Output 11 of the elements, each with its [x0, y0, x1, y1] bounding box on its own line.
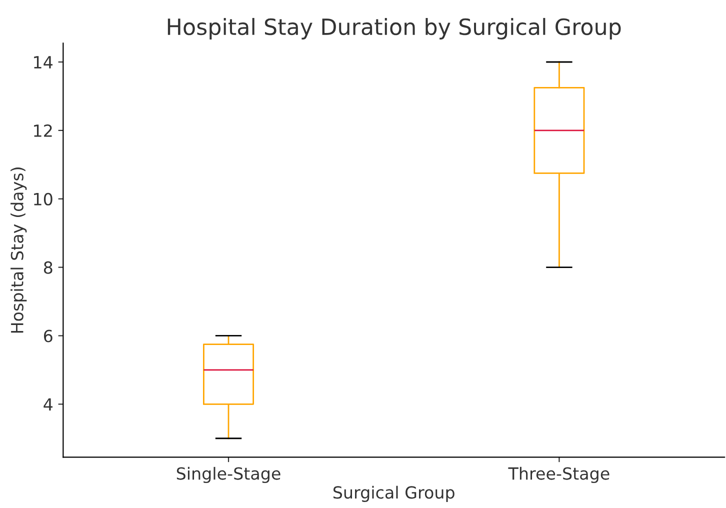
y-axis-title: Hospital Stay (days): [10, 168, 27, 333]
y-tick-label: 14: [34, 56, 53, 68]
y-tick-label: 4: [44, 398, 53, 410]
y-tick-label: 10: [34, 192, 52, 206]
x-tick-label: Single-Stage: [176, 466, 280, 484]
y-tick-label: 12: [34, 124, 52, 137]
x-axis-title: Surgical Group: [333, 486, 454, 502]
y-tick-label: 8: [44, 261, 52, 274]
x-tick-label: Three-Stage: [508, 466, 610, 484]
y-tick-label: 6: [44, 330, 52, 342]
chart-title: Hospital Stay Duration by Surgical Group: [168, 18, 621, 40]
